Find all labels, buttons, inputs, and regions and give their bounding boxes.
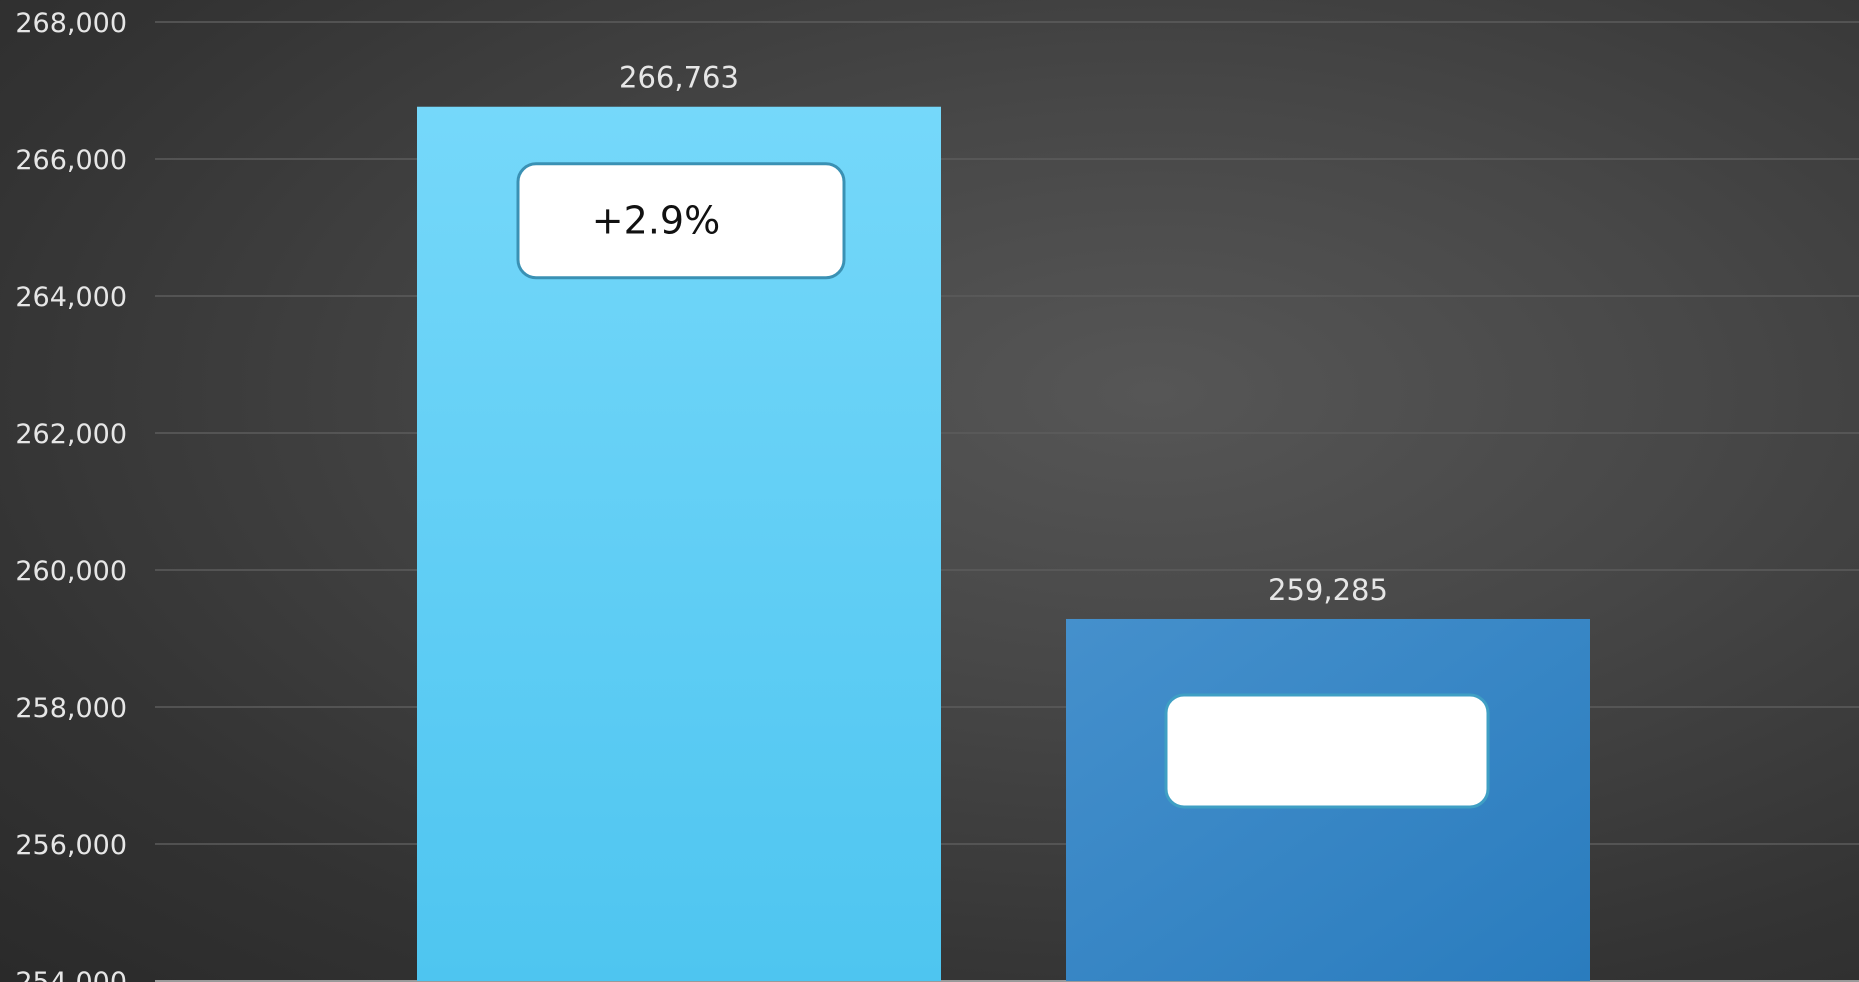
y-tick-label: 258,000 xyxy=(15,693,127,724)
data-labels: 266,763 259,285 xyxy=(619,61,1388,607)
y-tick-label: 262,000 xyxy=(15,419,127,450)
callout-text: +2.9% xyxy=(592,199,720,243)
y-tick-label: 266,000 xyxy=(15,145,127,176)
y-tick-label: 256,000 xyxy=(15,830,127,861)
data-label: 259,285 xyxy=(1268,573,1388,607)
gridlines xyxy=(155,21,1859,982)
callout-box xyxy=(516,162,846,280)
y-tick-label: 260,000 xyxy=(15,556,127,587)
y-tick-label: 268,000 xyxy=(15,8,127,39)
data-label: 266,763 xyxy=(619,61,739,95)
callout-box xyxy=(1164,693,1490,809)
callouts: +2.9% xyxy=(516,162,1490,809)
y-tick-label: 254,000 xyxy=(15,967,127,982)
y-tick-label: 264,000 xyxy=(15,282,127,313)
y-axis-tick-labels: 254,000 256,000 258,000 260,000 262,000 264,0… xyxy=(15,8,127,982)
